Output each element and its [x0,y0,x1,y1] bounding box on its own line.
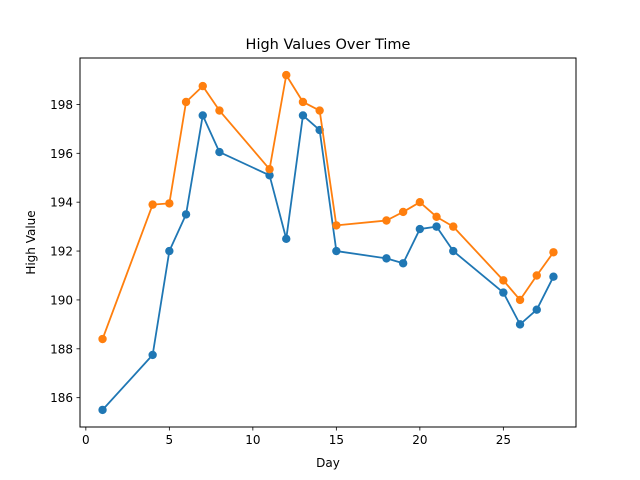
data-point [148,200,157,209]
data-point [499,288,508,297]
data-point [332,221,341,230]
y-tick-label: 186 [50,391,73,405]
x-axis: 0 5 10 15 20 25 [82,427,511,447]
chart-title: High Values Over Time [246,37,411,53]
data-point [181,97,191,107]
data-point [332,246,341,256]
data-point [382,216,391,225]
series-layer [98,70,558,415]
y-tick-label: 190 [50,293,73,307]
data-point [165,199,174,208]
x-tick-label: 25 [496,433,511,447]
data-point [198,81,207,91]
data-point [98,334,107,344]
series-line [101,114,555,411]
data-point [181,210,191,219]
data-point [298,111,308,120]
y-tick-label: 188 [50,342,73,356]
data-point [265,164,274,174]
x-tick-label: 15 [329,433,344,447]
data-point [265,171,274,180]
data-point [449,222,458,231]
data-point [449,246,458,256]
data-point [532,305,541,314]
plot-area-frame [79,57,577,428]
data-point [148,350,157,360]
data-point [298,97,308,107]
data-point [549,248,558,257]
x-tick-label: 10 [245,433,260,447]
data-point [398,207,408,217]
y-axis: 186 188 190 192 194 196 198 [50,98,80,405]
x-tick-label: 20 [412,433,427,447]
data-point [215,147,224,157]
data-point [415,224,425,234]
data-point [215,106,224,115]
data-point [499,276,508,285]
data-point [532,271,541,280]
data-point [515,320,525,329]
y-tick-label: 192 [50,245,73,259]
data-point [282,234,291,244]
data-point [549,272,558,281]
x-tick-label: 0 [82,433,90,447]
data-point [432,212,441,222]
data-point [415,197,425,207]
data-point [282,70,291,80]
x-tick-label: 5 [166,433,174,447]
data-point [198,111,207,120]
y-axis-label: High Value [24,210,38,274]
series-2 [98,70,558,344]
y-tick-label: 194 [50,196,73,210]
data-point [382,254,391,263]
data-point [98,405,107,415]
series-1 [98,111,558,415]
data-point [515,295,525,305]
y-tick-label: 196 [50,147,73,161]
y-tick-label: 198 [50,98,73,112]
data-point [165,246,174,256]
data-point [398,259,408,268]
data-point [432,222,441,231]
data-point [315,106,324,115]
x-axis-label: Day [316,456,340,470]
